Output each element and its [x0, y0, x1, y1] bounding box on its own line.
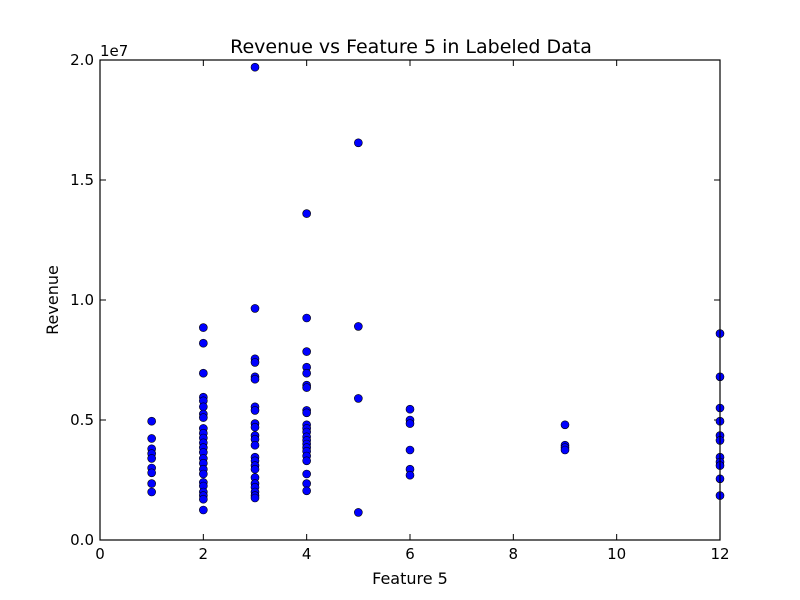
y-tick-label: 0.0 — [70, 531, 94, 549]
data-point — [302, 383, 311, 392]
data-point — [302, 209, 311, 218]
y-tick-label: 1.5 — [70, 171, 94, 189]
data-point — [199, 505, 208, 515]
data-point — [405, 445, 415, 455]
data-point — [560, 445, 570, 455]
data-point — [199, 469, 208, 479]
plot-frame — [99, 59, 721, 541]
data-point — [250, 493, 260, 503]
data-point — [147, 454, 156, 463]
data-point — [250, 440, 260, 450]
data-point — [250, 422, 260, 432]
data-point — [354, 394, 363, 403]
data-point — [147, 416, 156, 426]
data-point — [147, 434, 156, 443]
data-point — [405, 470, 415, 480]
data-point — [250, 406, 260, 415]
data-point — [199, 494, 208, 504]
data-point — [354, 138, 363, 148]
x-tick-label: 0 — [95, 545, 105, 563]
data-point — [354, 322, 363, 331]
x-axis-label: Feature 5 — [372, 569, 448, 588]
data-point — [302, 313, 311, 323]
data-point — [199, 413, 208, 422]
data-point — [199, 402, 208, 412]
axis-ticks: 0 2 4 6 8 10 12 0.0 0.5 1.0 1.5 2.0 — [70, 51, 729, 563]
x-tick-label: 12 — [710, 545, 729, 563]
data-point — [302, 408, 311, 418]
y-tick-label: 0.5 — [70, 411, 94, 429]
data-point — [250, 374, 260, 384]
data-point — [250, 62, 260, 72]
data-point — [354, 508, 363, 517]
data-point — [302, 486, 311, 496]
data-point — [147, 479, 156, 488]
y-offset-text: 1e7 — [100, 42, 128, 60]
y-tick-label: 2.0 — [70, 51, 94, 69]
data-points — [147, 62, 725, 517]
data-point — [199, 323, 208, 332]
data-point — [302, 456, 311, 466]
chart-title: Revenue vs Feature 5 in Labeled Data — [230, 36, 592, 58]
data-point — [302, 479, 311, 488]
data-point — [302, 469, 311, 479]
y-axis-label: Revenue — [43, 265, 62, 335]
x-tick-label: 4 — [302, 545, 312, 563]
data-point — [147, 468, 156, 478]
data-point — [302, 347, 311, 356]
data-point — [199, 368, 208, 378]
data-point — [405, 404, 415, 414]
data-point — [405, 419, 415, 428]
x-tick-label: 6 — [405, 545, 415, 563]
x-tick-label: 10 — [607, 545, 626, 563]
y-tick-label: 1.0 — [70, 291, 94, 309]
data-point — [302, 368, 311, 378]
data-point — [560, 420, 570, 430]
data-point — [199, 338, 208, 348]
x-tick-label: 8 — [509, 545, 519, 563]
data-point — [250, 464, 260, 474]
data-point — [250, 304, 260, 313]
data-point — [147, 487, 156, 497]
x-tick-label: 2 — [199, 545, 209, 563]
data-point — [250, 358, 260, 367]
